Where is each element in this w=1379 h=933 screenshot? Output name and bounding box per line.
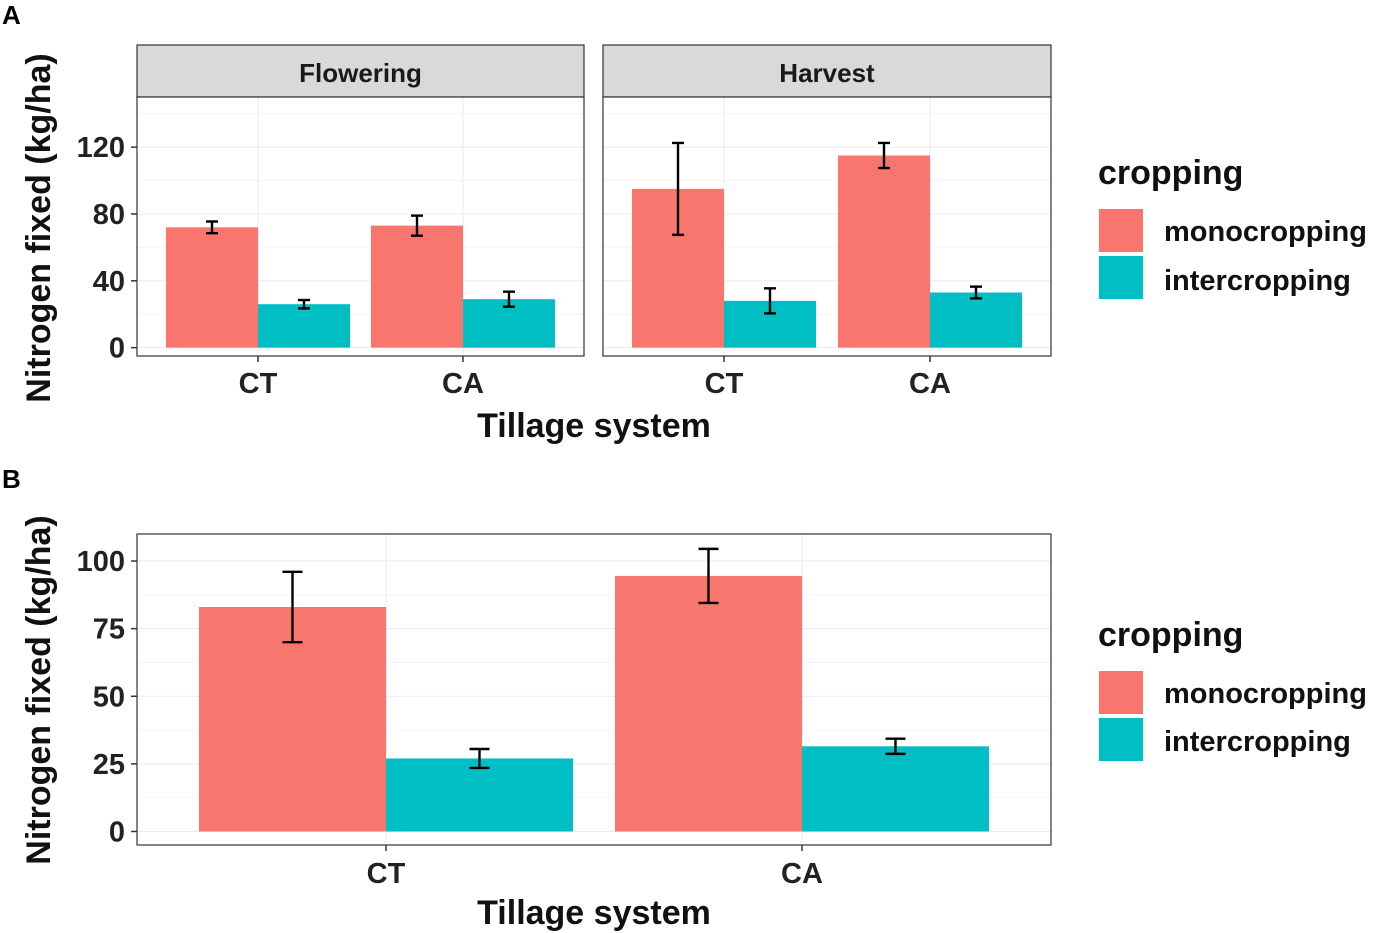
legend-b-label-intercropping: intercropping [1164,726,1351,758]
error-bar-harvest-ct-monocropping [672,141,684,237]
bar-harvest-ca-intercropping [930,292,1022,348]
b-x-tick-ca: CA [781,858,823,890]
legend-b-key-monocropping [1099,671,1143,714]
error-bar-harvest-ca-monocropping [878,141,890,170]
panel-b: B 0 25 50 75 100 CT CA Tillage system Nitrog… [2,464,1367,932]
bar-ct-monocropping [199,607,386,832]
a-y-axis-title: Nitrogen fixed (kg/ha) [20,53,58,402]
panel-b-bars [199,575,989,832]
panel-b-y-axis: 0 25 50 75 100 [77,546,137,848]
bar-ca-monocropping [615,575,802,832]
a-y-tick-label: 40 [93,266,125,298]
bar-ct-intercropping [386,758,573,832]
bar-flowering-ct-monocropping [166,227,258,348]
facet-harvest-border [602,96,1052,357]
a-y-tick-label: 80 [93,199,125,231]
a-x-axis-title: Tillage system [477,407,711,445]
error-bar-flowering-ca-monocropping [411,214,423,237]
error-bar-ct-monocropping [282,570,303,644]
panel-a-y-axis: 0 40 80 120 [77,132,137,365]
panel-b-error-bars [282,547,906,770]
legend-b-label-monocropping: monocropping [1164,678,1367,710]
b-y-tick-label: 0 [109,816,125,848]
error-bar-harvest-ct-intercropping [764,287,776,315]
facet-flowering-border [136,96,585,357]
legend-a: cropping monocropping intercropping [1098,154,1367,299]
bar-flowering-ct-intercropping [258,304,350,348]
error-bar-flowering-ct-intercropping [298,298,310,310]
legend-b-title: cropping [1098,616,1243,654]
strip-harvest [602,44,1052,98]
b-x-axis-title: Tillage system [477,894,711,932]
panel-letter-b: B [2,464,21,494]
bar-harvest-ca-monocropping [838,155,930,348]
bar-ca-intercropping [802,746,989,832]
bar-flowering-ca-monocropping [371,225,463,348]
b-y-tick-label: 50 [93,681,125,713]
strip-flowering [136,44,585,98]
legend-a-label-intercropping: intercropping [1164,265,1351,297]
legend-a-key-monocropping [1099,209,1143,252]
error-bar-harvest-ca-intercropping [970,285,982,300]
b-y-tick-label: 25 [93,749,125,781]
error-bar-flowering-ca-intercropping [503,290,515,308]
panel-a-error-bars [206,141,982,315]
b-y-tick-label: 75 [93,614,125,646]
panel-letter-a: A [2,0,21,30]
legend-a-key-intercropping [1099,256,1143,299]
a-harvest-x-tick-ct: CT [705,368,744,400]
legend-a-title: cropping [1098,154,1243,192]
a-y-tick-label: 120 [77,132,125,164]
a-flowering-x-tick-ct: CT [239,368,278,400]
b-x-tick-ct: CT [367,858,406,890]
b-y-axis-title: Nitrogen fixed (kg/ha) [20,515,58,864]
legend-a-label-monocropping: monocropping [1164,216,1367,248]
panel-b-border [136,533,1052,846]
legend-b-key-intercropping [1099,718,1143,761]
a-flowering-x-tick-ca: CA [442,368,484,400]
error-bar-ca-intercropping [885,737,906,756]
error-bar-ct-intercropping [469,747,490,770]
a-y-tick-label: 0 [109,333,125,365]
error-bar-ca-monocropping [698,547,719,605]
error-bar-flowering-ct-monocropping [206,220,218,235]
b-y-tick-label: 100 [77,546,125,578]
strip-label-flowering: Flowering [299,58,422,88]
panel-a: A Flowering Harvest 0 40 80 120 CT CA CT CA… [2,0,1367,445]
strip-label-harvest: Harvest [779,58,875,88]
legend-b: cropping monocropping intercropping [1098,616,1367,761]
a-harvest-x-tick-ca: CA [909,368,951,400]
